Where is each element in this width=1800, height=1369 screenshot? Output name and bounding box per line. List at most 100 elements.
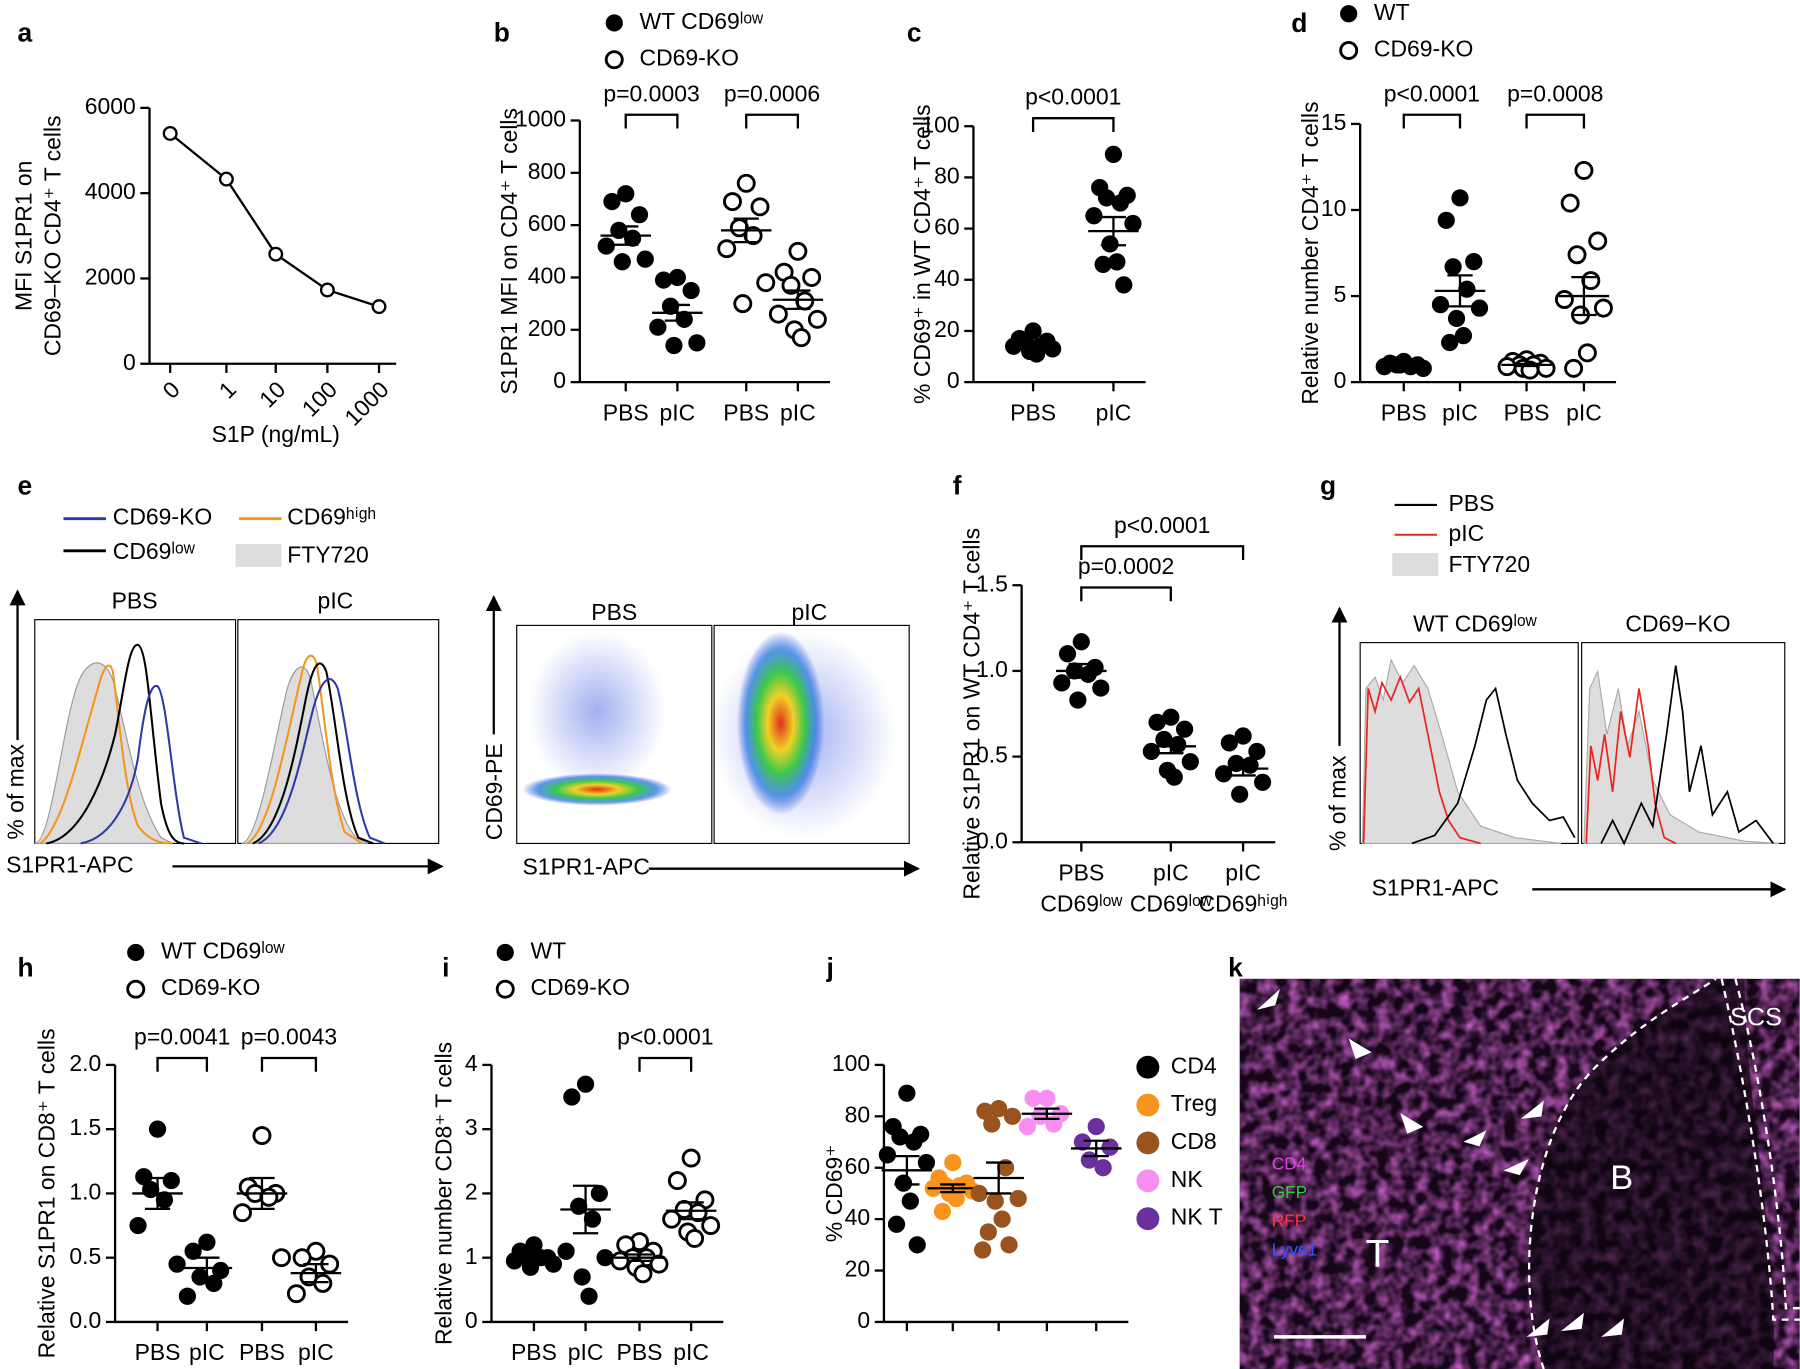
data-point bbox=[1375, 358, 1393, 376]
data-point bbox=[178, 1287, 196, 1305]
y-tick-label: 1.5 bbox=[976, 570, 1008, 596]
data-point bbox=[1454, 327, 1473, 345]
y-tick-label: 0 bbox=[553, 367, 566, 393]
legend-marker bbox=[1136, 1169, 1160, 1193]
data-point bbox=[1104, 145, 1123, 163]
data-point bbox=[1115, 276, 1133, 294]
y-tick-label: 800 bbox=[528, 158, 566, 184]
data-point bbox=[1003, 1107, 1022, 1125]
data-point bbox=[649, 318, 667, 336]
data-point bbox=[1577, 343, 1597, 363]
y-tick-label: 2000 bbox=[85, 264, 136, 290]
data-point bbox=[1018, 1117, 1036, 1136]
significance-bracket bbox=[1080, 545, 1245, 560]
y-tick-label: 1000 bbox=[515, 106, 566, 132]
histogram-title: PBS bbox=[112, 588, 158, 614]
data-point bbox=[617, 185, 635, 203]
x-tick-label: pIC bbox=[189, 1339, 225, 1365]
dashed-boundary bbox=[1720, 978, 1800, 1321]
y-axis-label: CD69–KO CD4⁺ T cells bbox=[39, 115, 65, 356]
data-point bbox=[168, 1255, 186, 1273]
y-tick-label: 40 bbox=[934, 265, 960, 291]
legend-swatch bbox=[235, 543, 282, 567]
x-tick-label: PBS bbox=[1504, 399, 1550, 425]
axis-label: S1PR1-APC bbox=[1372, 874, 1499, 900]
y-tick-label: 200 bbox=[528, 315, 566, 341]
data-point bbox=[495, 979, 515, 999]
y-tick-label: 10 bbox=[1321, 195, 1347, 221]
data-point bbox=[218, 171, 234, 187]
data-point bbox=[1181, 753, 1199, 771]
histogram-curve bbox=[1362, 674, 1481, 845]
x-tick-label: PBS bbox=[603, 399, 649, 425]
data-point bbox=[1340, 5, 1358, 23]
data-point bbox=[1175, 720, 1194, 738]
y-tick-label: 60 bbox=[934, 214, 960, 240]
significance-bracket bbox=[260, 1056, 318, 1072]
x-tick-label: PBS bbox=[723, 399, 769, 425]
density-title: pIC bbox=[791, 599, 827, 625]
legend-label: WT CD69ˡᵒʷ bbox=[640, 8, 765, 34]
legend-label: CD69ˡᵒʷ bbox=[113, 538, 196, 564]
y-tick-label: 5 bbox=[1334, 281, 1347, 307]
data-point bbox=[1094, 1159, 1112, 1177]
axis-label: CD69-PE bbox=[481, 743, 507, 840]
data-point bbox=[605, 14, 623, 32]
data-point bbox=[583, 1210, 602, 1228]
significance-bracket bbox=[156, 1056, 209, 1072]
y-tick-label: 6000 bbox=[85, 93, 136, 119]
data-point bbox=[979, 1223, 997, 1241]
legend-label: WT bbox=[530, 938, 566, 964]
y-tick-label: 80 bbox=[934, 162, 960, 188]
significance-bracket bbox=[1080, 586, 1172, 602]
x-tick-label: pIC bbox=[1442, 399, 1478, 425]
panel-letter: f bbox=[953, 471, 962, 501]
y-tick-label: 0 bbox=[465, 1307, 478, 1333]
axis-label: % of max bbox=[3, 743, 29, 839]
data-point bbox=[286, 1284, 306, 1304]
data-point bbox=[580, 1287, 598, 1305]
y-tick-label: 100 bbox=[832, 1050, 870, 1076]
data-point bbox=[795, 291, 815, 311]
histogram bbox=[1581, 642, 1786, 846]
data-point bbox=[1339, 41, 1359, 60]
panel-letter: a bbox=[18, 17, 33, 47]
legend-label: FTY720 bbox=[287, 542, 369, 568]
legend-label: WT CD69ˡᵒʷ bbox=[161, 938, 286, 964]
data-point bbox=[1220, 734, 1238, 752]
x-tick-label: 0 bbox=[157, 376, 184, 403]
data-point bbox=[788, 241, 808, 261]
data-point bbox=[717, 239, 737, 259]
data-point bbox=[733, 294, 753, 314]
data-point bbox=[129, 1216, 147, 1235]
axis-label: S1PR1-APC bbox=[6, 851, 133, 877]
data-point bbox=[722, 192, 742, 212]
data-point bbox=[1231, 785, 1249, 803]
legend-label: Treg bbox=[1171, 1090, 1217, 1116]
data-point bbox=[1124, 214, 1142, 233]
region-label: T bbox=[1365, 1233, 1389, 1276]
legend-label: WT bbox=[1374, 0, 1410, 25]
data-point bbox=[649, 1254, 669, 1274]
data-point bbox=[1497, 357, 1517, 377]
data-point bbox=[1053, 674, 1071, 692]
y-tick-label: 400 bbox=[528, 263, 566, 289]
data-point bbox=[1581, 271, 1601, 291]
data-point bbox=[681, 1148, 701, 1168]
y-tick-label: 20 bbox=[845, 1256, 871, 1282]
x-tick-label: pIC bbox=[568, 1339, 604, 1365]
data-point bbox=[898, 1084, 916, 1102]
p-value: p=0.0006 bbox=[724, 80, 820, 106]
data-point bbox=[878, 1146, 896, 1164]
p-value: p=0.0041 bbox=[134, 1024, 230, 1050]
legend-marker bbox=[1136, 1207, 1160, 1231]
density-cloud bbox=[737, 631, 825, 815]
data-point bbox=[1058, 645, 1077, 663]
p-value: p=0.0008 bbox=[1507, 80, 1603, 106]
legend-label: NK T bbox=[1171, 1204, 1223, 1230]
x-tick-label: PBS bbox=[1381, 399, 1427, 425]
x-tick-label: pIC bbox=[780, 399, 816, 425]
x-tick-label: CD69ˡᵒʷ bbox=[1040, 890, 1123, 916]
y-axis-label: Relative S1PR1 on WT CD4⁺ T cells bbox=[959, 528, 985, 900]
data-point bbox=[1437, 211, 1455, 229]
